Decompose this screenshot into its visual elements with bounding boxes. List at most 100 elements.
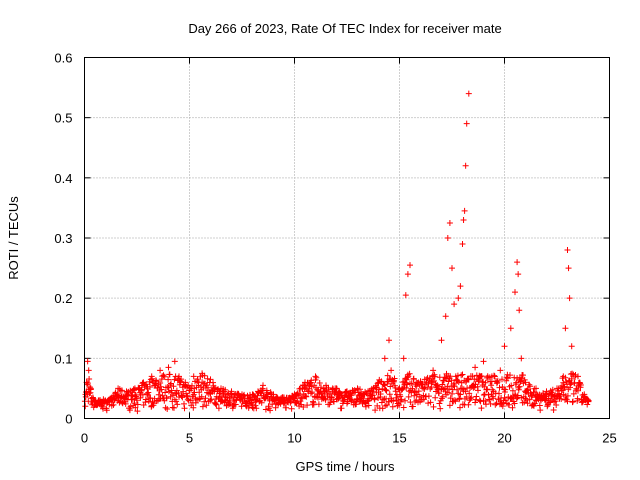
x-tick-label: 10 bbox=[287, 431, 301, 446]
data-point bbox=[449, 265, 455, 272]
data-point bbox=[260, 382, 266, 389]
data-point bbox=[560, 373, 567, 380]
data-point bbox=[218, 385, 224, 392]
data-point bbox=[402, 292, 409, 299]
data-point bbox=[442, 313, 449, 320]
data-point bbox=[465, 90, 472, 97]
data-point bbox=[407, 262, 413, 269]
data-point bbox=[462, 162, 469, 169]
y-tick-label: 0.6 bbox=[54, 51, 72, 66]
data-point bbox=[89, 394, 96, 401]
data-point bbox=[386, 337, 392, 344]
data-point bbox=[270, 391, 277, 398]
x-tick-label: 20 bbox=[497, 431, 511, 446]
data-point bbox=[157, 367, 164, 374]
grid-lines bbox=[84, 57, 610, 419]
data-point bbox=[96, 400, 103, 407]
x-tick-label: 5 bbox=[186, 431, 193, 446]
data-point bbox=[396, 385, 403, 392]
data-point bbox=[131, 385, 138, 392]
data-point bbox=[522, 379, 529, 386]
y-tick-label: 0.3 bbox=[54, 231, 72, 246]
y-tick-label: 0 bbox=[65, 412, 72, 427]
chart-title: Day 266 of 2023, Rate Of TEC Index for r… bbox=[188, 21, 501, 36]
data-point bbox=[554, 385, 560, 392]
data-point bbox=[421, 376, 428, 383]
tick-labels: 0 5 10 15 20 25 0 0.1 0.2 0.3 0.4 0.5 0.6 bbox=[54, 51, 616, 446]
x-tick-label: 15 bbox=[392, 431, 406, 446]
data-point bbox=[533, 385, 539, 392]
data-point bbox=[566, 295, 573, 302]
data-point bbox=[165, 364, 172, 371]
data-point bbox=[568, 343, 575, 350]
data-point bbox=[565, 265, 572, 272]
data-point bbox=[123, 388, 130, 395]
x-tick-label: 0 bbox=[81, 431, 88, 446]
y-axis-label: ROTI / TECUs bbox=[6, 196, 21, 280]
data-point bbox=[480, 358, 487, 365]
data-point bbox=[444, 235, 451, 241]
data-point bbox=[375, 379, 382, 386]
data-point bbox=[354, 385, 361, 392]
data-point bbox=[575, 373, 581, 380]
data-point bbox=[497, 367, 504, 374]
data-point bbox=[365, 388, 371, 395]
data-point bbox=[302, 379, 308, 386]
data-point bbox=[333, 385, 340, 392]
data-point bbox=[488, 373, 495, 380]
data-point bbox=[199, 370, 206, 377]
data-point bbox=[446, 219, 453, 226]
data-point bbox=[515, 271, 522, 278]
data-point bbox=[176, 373, 182, 380]
data-point bbox=[82, 391, 89, 398]
data-point bbox=[388, 367, 395, 374]
data-point bbox=[249, 391, 256, 398]
data-point bbox=[115, 385, 122, 392]
data-point bbox=[413, 379, 420, 386]
data-point bbox=[430, 367, 437, 374]
y-tick-label: 0.4 bbox=[54, 171, 72, 186]
data-point bbox=[344, 388, 350, 395]
data-point bbox=[562, 325, 569, 332]
plot-frame bbox=[84, 57, 610, 419]
data-point bbox=[381, 355, 388, 362]
data-point bbox=[516, 307, 523, 314]
data-point bbox=[108, 394, 115, 401]
data-point bbox=[518, 355, 525, 362]
y-tick-label: 0.2 bbox=[54, 291, 72, 306]
data-point bbox=[438, 337, 445, 344]
data-point-band bbox=[81, 370, 592, 415]
data-point bbox=[512, 289, 518, 296]
data-point bbox=[459, 241, 466, 248]
data-point bbox=[291, 391, 298, 398]
data-point bbox=[585, 397, 592, 404]
data-point bbox=[239, 391, 245, 398]
data-point bbox=[323, 382, 329, 389]
data-point bbox=[404, 271, 411, 278]
data-point bbox=[140, 379, 147, 386]
y-tick-label: 0.1 bbox=[54, 351, 72, 366]
data-point bbox=[85, 367, 92, 374]
data-point bbox=[460, 216, 467, 223]
data-point bbox=[87, 385, 94, 392]
data-point bbox=[507, 325, 514, 332]
data-point bbox=[472, 364, 479, 371]
data-point bbox=[148, 373, 155, 380]
data-point bbox=[312, 373, 319, 380]
data-point bbox=[228, 388, 235, 395]
data-point bbox=[171, 358, 178, 365]
x-tick-label: 25 bbox=[602, 431, 616, 446]
data-point bbox=[102, 397, 109, 404]
data-point bbox=[514, 259, 521, 266]
data-point bbox=[190, 373, 197, 380]
data-point bbox=[182, 379, 189, 386]
y-tick-label: 0.5 bbox=[54, 111, 72, 126]
data-point bbox=[457, 283, 464, 290]
data-point bbox=[455, 295, 462, 302]
x-axis-label: GPS time / hours bbox=[296, 459, 395, 474]
data-point bbox=[400, 355, 407, 362]
data-point bbox=[207, 376, 214, 383]
data-point bbox=[501, 343, 508, 350]
data-point bbox=[581, 391, 588, 398]
